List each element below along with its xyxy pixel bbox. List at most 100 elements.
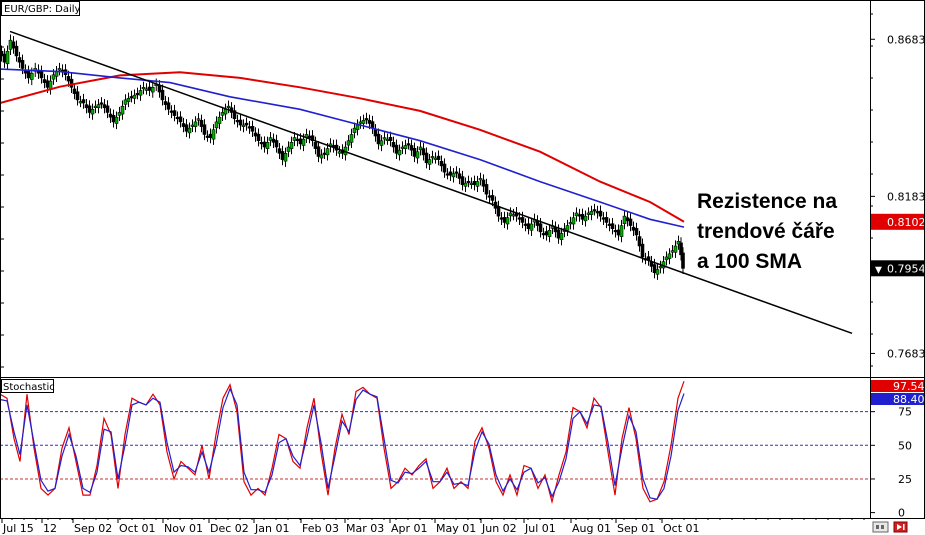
- stoch-title: Stochastic: [3, 382, 55, 393]
- price-panel: 0.8683 0.8183 0.7683 EUR/GBP: Daily Rezisten…: [0, 1, 925, 368]
- candle: [511, 214, 516, 217]
- candle: [45, 80, 50, 88]
- candle: [586, 212, 591, 215]
- candle: [427, 159, 432, 165]
- price-label: 0.8102: [887, 216, 925, 229]
- candle: [664, 256, 669, 261]
- candle: [87, 105, 92, 113]
- candle: [20, 60, 25, 69]
- price-label-box: [871, 260, 924, 277]
- candle: [415, 151, 420, 159]
- time-axis: Jul 15 12 Sep 02 Oct 01 Nov 01 Dec 02 Jan 01 Fe…: [1, 518, 865, 535]
- x-tick-label: Sep 01: [617, 522, 655, 535]
- x-tick-label: Oct 01: [663, 522, 700, 535]
- candle: [409, 145, 414, 151]
- candle: [102, 104, 107, 109]
- candle: [214, 121, 219, 129]
- candle: [280, 151, 285, 160]
- candle: [75, 91, 80, 101]
- candle: [499, 217, 504, 220]
- candle: [72, 88, 77, 94]
- candle: [26, 71, 31, 79]
- candle: [14, 45, 19, 57]
- candle: [457, 173, 462, 179]
- candle: [48, 80, 53, 90]
- candle: [147, 86, 152, 91]
- candle: [316, 146, 321, 157]
- candle: [382, 137, 387, 140]
- x-tick-label: Sep 02: [74, 522, 112, 535]
- price-label: 0.7954: [887, 262, 925, 275]
- candle: [598, 210, 603, 217]
- candle: [681, 252, 685, 269]
- candle: [469, 182, 474, 185]
- candle: [619, 225, 624, 237]
- candle: [196, 118, 201, 121]
- candle: [217, 116, 222, 124]
- candle: [232, 110, 237, 120]
- candle: [208, 133, 213, 138]
- candle: [631, 226, 636, 231]
- x-tick-label: Mar 03: [346, 522, 384, 535]
- sma-100-line: [0, 68, 685, 228]
- candle: [439, 160, 444, 167]
- candle: [84, 104, 89, 109]
- candle: [385, 138, 390, 141]
- candle: [349, 134, 354, 143]
- candle: [57, 68, 62, 71]
- candle: [565, 225, 570, 231]
- candle: [448, 171, 453, 176]
- candle: [117, 112, 122, 116]
- candle: [361, 120, 366, 124]
- candle: [403, 145, 408, 149]
- candle: [8, 39, 13, 50]
- candle: [589, 211, 594, 215]
- candle: [178, 116, 183, 123]
- candle: [397, 149, 402, 156]
- candle: [583, 215, 588, 222]
- candle: [655, 269, 660, 275]
- candle: [358, 121, 363, 124]
- candle: [412, 147, 417, 157]
- candle: [424, 152, 429, 164]
- candle: [17, 57, 22, 63]
- candle: [436, 155, 441, 160]
- candle: [523, 223, 528, 226]
- candle: [388, 136, 393, 142]
- candle: [286, 146, 291, 152]
- x-tick-label: 12: [43, 522, 57, 535]
- candle: [445, 173, 450, 176]
- candle: [538, 223, 543, 233]
- candle: [250, 125, 255, 132]
- stoch-y-tick-label: 75: [898, 406, 912, 419]
- candle: [541, 233, 546, 236]
- candle: [487, 195, 492, 198]
- zoom-icon: [872, 521, 889, 533]
- scroll-end-icon-bar: [903, 524, 905, 530]
- candle: [184, 124, 189, 132]
- candle: [394, 144, 399, 154]
- candle: [78, 101, 83, 104]
- candle: [166, 102, 171, 110]
- candle: [622, 215, 627, 224]
- candle: [475, 181, 480, 187]
- price-label-box: [871, 213, 924, 230]
- candle: [496, 206, 501, 217]
- candle: [138, 90, 143, 96]
- candle: [105, 105, 110, 113]
- candle: [490, 195, 495, 201]
- candle: [175, 116, 180, 120]
- candle: [141, 87, 146, 90]
- candle: [472, 180, 477, 186]
- candle: [123, 99, 128, 105]
- candle: [199, 120, 204, 127]
- candle: [607, 223, 612, 226]
- candle: [451, 173, 456, 178]
- candle: [265, 142, 270, 149]
- candle: [601, 217, 606, 220]
- chart-title-box: EUR/GBP: Daily: [1, 1, 81, 16]
- candle: [271, 138, 276, 143]
- candle: [93, 105, 98, 108]
- candle: [322, 152, 327, 155]
